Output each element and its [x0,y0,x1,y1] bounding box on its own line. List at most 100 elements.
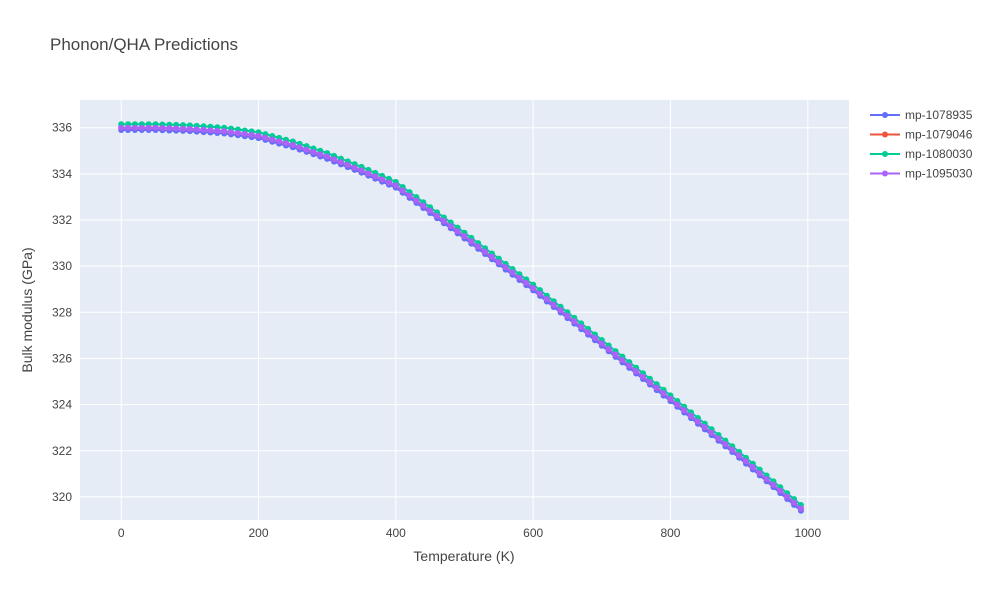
data-point [392,182,399,189]
x-tick-label: 200 [249,526,269,540]
data-point [646,379,653,386]
data-point [145,124,152,131]
y-tick-label: 320 [52,490,72,504]
data-point [708,429,715,436]
data-point [434,212,441,219]
data-point [255,132,262,139]
data-point [777,487,784,494]
data-point [447,223,454,229]
data-point [495,259,502,266]
y-axis-label: Bulk modulus (GPa) [19,247,35,372]
data-point [598,340,605,347]
x-tick-label: 600 [523,526,543,540]
data-point [118,124,125,131]
data-point [722,441,729,448]
data-point [681,407,688,414]
data-point [578,323,585,330]
data-point [125,124,132,131]
y-tick-label: 324 [52,398,72,412]
data-point [406,192,413,199]
x-tick-label: 1000 [794,526,821,540]
series-line [121,126,802,510]
data-point [193,126,200,133]
data-point [612,351,619,358]
y-tick-label: 322 [52,444,72,458]
data-point [214,127,221,134]
legend-label: mp-1079046 [905,128,973,142]
data-point [564,312,571,319]
data-point [770,481,777,488]
data-point [571,318,578,325]
data-point [440,217,447,224]
data-point [743,458,750,465]
data-point [791,499,798,506]
data-point [310,148,317,155]
data-point [351,164,358,171]
data-point [715,435,722,442]
data-point [797,505,804,512]
data-point [694,418,701,425]
data-point [379,176,386,183]
legend[interactable]: mp-1078935 mp-1079046 mp-1080030 mp-1095030 [870,108,973,181]
legend-label: mp-1095030 [905,167,973,181]
data-point [701,424,708,431]
x-tick-labels: 0 200 400 600 800 1000 [118,526,822,540]
data-point [763,475,770,482]
legend-item-mp-1078935[interactable]: mp-1078935 [870,108,973,122]
data-point [269,136,276,143]
y-tick-labels: 320 322 324 326 328 330 332 334 336 [52,121,72,504]
data-point [276,138,283,145]
data-point [591,334,598,341]
data-point [543,296,550,303]
data-point [530,285,537,292]
data-point [289,142,296,148]
y-gridlines [80,127,849,498]
series-line [121,123,802,506]
data-point [399,187,406,194]
y-tick-label: 336 [52,121,72,135]
data-point [550,301,557,308]
data-point [633,368,640,375]
data-point [660,390,667,397]
series-layer [118,121,804,514]
x-tick-label: 800 [660,526,680,540]
legend-label: mp-1080030 [905,147,973,161]
data-point [454,228,461,235]
data-point [173,125,180,132]
data-point [385,179,392,186]
data-point [131,124,138,131]
data-point [200,126,207,133]
data-point [358,167,365,174]
data-point [640,373,647,380]
data-point [138,124,145,131]
data-point [509,269,516,276]
data-point [337,159,344,166]
legend-swatch-marker [882,151,888,157]
legend-item-mp-1080030[interactable]: mp-1080030 [870,147,973,161]
data-point [516,274,523,281]
y-tick-label: 330 [52,259,72,273]
data-point [152,124,159,131]
data-point [282,140,289,147]
legend-swatch-marker [882,112,888,118]
data-point [605,346,612,352]
data-point [365,170,372,177]
legend-swatch-marker [882,131,888,138]
data-point [372,173,379,180]
y-tick-label: 332 [52,213,72,227]
data-point [784,493,791,500]
data-point [537,290,544,297]
legend-item-mp-1079046[interactable]: mp-1079046 [870,128,973,142]
data-point [523,279,530,286]
data-point [179,125,186,132]
y-tick-label: 326 [52,351,72,365]
plot-background [80,100,849,520]
data-point [186,125,193,132]
data-point [344,161,351,168]
data-point [475,243,482,250]
data-point [248,131,255,138]
x-gridlines [120,100,809,520]
data-point [482,248,489,255]
legend-item-mp-1095030[interactable]: mp-1095030 [870,167,973,181]
